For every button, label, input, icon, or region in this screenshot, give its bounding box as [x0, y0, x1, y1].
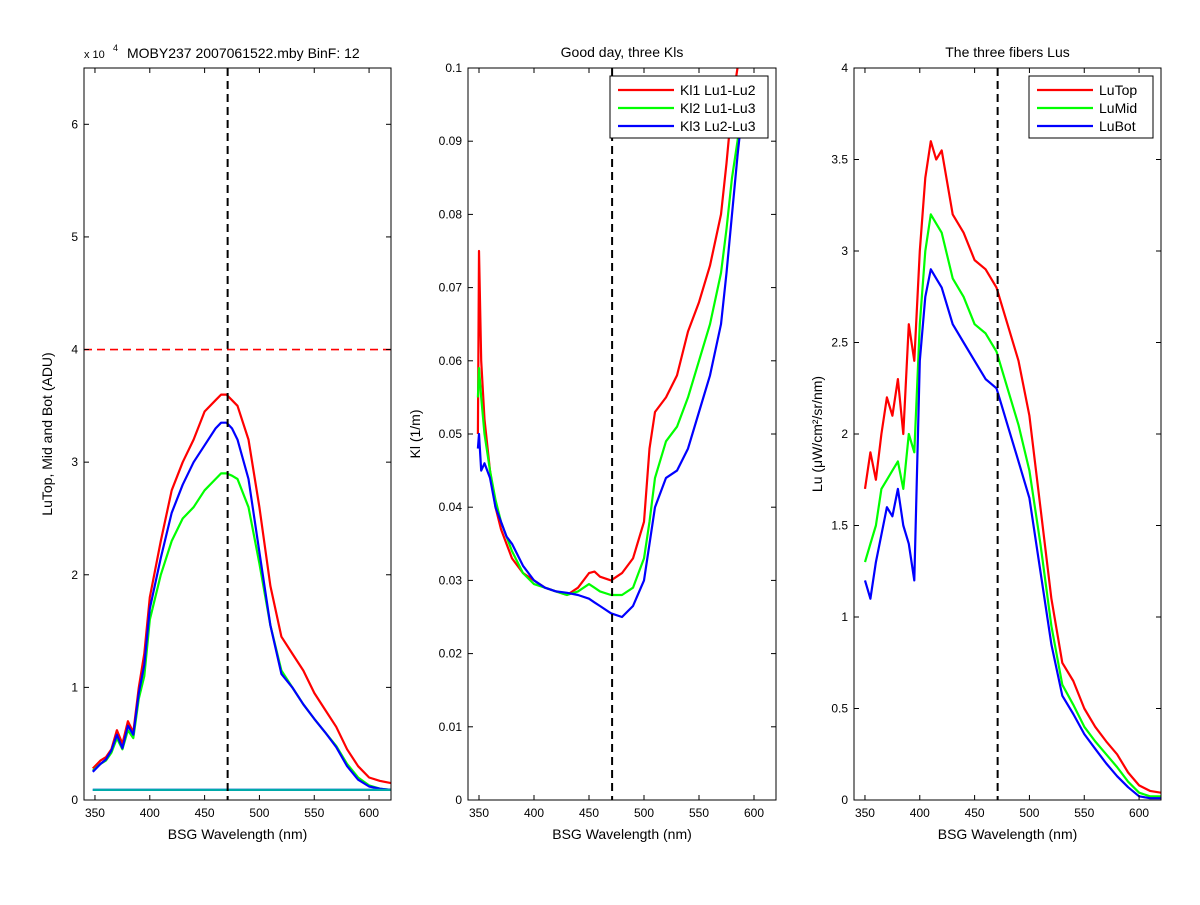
- y-tick-label: 3: [71, 455, 78, 469]
- series-line-3: [863, 268, 1161, 800]
- y-tick-label: 0: [841, 793, 848, 807]
- x-tick-label: 350: [469, 806, 489, 820]
- y-tick-label: 0.5: [831, 702, 848, 716]
- y-tick-label: 0.04: [439, 500, 463, 514]
- axis-multiplier-exponent: 4: [113, 43, 118, 53]
- chart-1: 350 400 450 500 550 600 0 1 2 3 4 5 6 BSG Wavelength …: [39, 43, 392, 842]
- legend-label: Kl1 Lu1-Lu2: [680, 82, 756, 98]
- y-tick-label: 0.05: [439, 427, 463, 441]
- x-tick-label: 600: [1129, 806, 1149, 820]
- y-tick-label: 0: [455, 793, 462, 807]
- y-tick-label: 0.07: [439, 281, 463, 295]
- x-axis-label: BSG Wavelength (nm): [168, 826, 308, 842]
- axes-frame: [83, 67, 392, 801]
- y-tick-label: 0.01: [439, 720, 463, 734]
- x-tick-label: 500: [634, 806, 654, 820]
- y-tick-label: 1.5: [831, 519, 848, 533]
- chart-3: 350 400 450 500 550 600 0 0.5 1 1.5 2 2.5 3 3.5 4 BSG W…: [809, 44, 1162, 842]
- x-tick-label: 500: [249, 806, 269, 820]
- y-tick-label: 0.02: [439, 647, 463, 661]
- series-line-1: [476, 68, 739, 597]
- x-tick-label: 350: [855, 806, 875, 820]
- x-tick-label: 400: [910, 806, 930, 820]
- y-tick-label: 4: [71, 343, 78, 357]
- y-tick-label: 1: [841, 610, 848, 624]
- x-tick-label: 450: [579, 806, 599, 820]
- x-tick-label: 500: [1019, 806, 1039, 820]
- legend-label: LuMid: [1099, 100, 1137, 116]
- x-tick-label: 400: [524, 806, 544, 820]
- y-tick-label: 2: [841, 427, 848, 441]
- y-tick-label: 0.06: [439, 354, 463, 368]
- y-axis-label: LuTop, Mid and Bot (ADU): [39, 352, 55, 515]
- chart-title: Good day, three Kls: [561, 44, 684, 60]
- y-tick-label: 5: [71, 230, 78, 244]
- series-line-1: [863, 140, 1161, 794]
- x-axis-label: BSG Wavelength (nm): [552, 826, 692, 842]
- legend-label: LuBot: [1099, 118, 1136, 134]
- y-tick-label: 3.5: [831, 153, 848, 167]
- x-tick-label: 600: [359, 806, 379, 820]
- series-group: [476, 68, 745, 800]
- x-tick-label: 450: [195, 806, 215, 820]
- plot-area: [854, 68, 1161, 800]
- y-tick-label: 0.03: [439, 573, 463, 587]
- plot-area: [84, 68, 391, 800]
- series-line-2: [863, 213, 1161, 798]
- chart-title: The three fibers Lus: [945, 44, 1070, 60]
- x-tick-label: 600: [744, 806, 764, 820]
- legend: LuTop LuMid LuBot: [1028, 75, 1154, 139]
- x-tick-label: 400: [140, 806, 160, 820]
- y-tick-label: 2.5: [831, 336, 848, 350]
- legend: Kl1 Lu1-Lu2 Kl2 Lu1-Lu3 Kl3 Lu2-Lu3: [609, 75, 769, 139]
- x-tick-label: 350: [85, 806, 105, 820]
- legend-label: Kl3 Lu2-Lu3: [680, 118, 756, 134]
- x-axis-label: BSG Wavelength (nm): [938, 826, 1078, 842]
- x-tick-label: 550: [304, 806, 324, 820]
- x-tick-label: 550: [1074, 806, 1094, 820]
- y-axis-label: Kl (1/m): [407, 410, 423, 459]
- y-axis-label: Lu (μW/cm²/sr/nm): [809, 376, 825, 492]
- y-tick-label: 0.09: [439, 134, 463, 148]
- series-line-3: [476, 104, 745, 619]
- axis-multiplier: x 10: [84, 49, 105, 61]
- x-tick-label: 450: [965, 806, 985, 820]
- x-tick-label: 550: [689, 806, 709, 820]
- legend-label: LuTop: [1099, 82, 1137, 98]
- series-line-3: [92, 421, 391, 791]
- series-group: [863, 68, 1161, 800]
- legend-label: Kl2 Lu1-Lu3: [680, 100, 756, 116]
- y-tick-label: 4: [841, 61, 848, 75]
- y-tick-label: 1: [71, 680, 78, 694]
- y-tick-label: 2: [71, 568, 78, 582]
- series-line-2: [476, 104, 745, 597]
- chart-2: 350 400 450 500 550 600 0 0.01 0.02 0.03 0.04 0.05 0…: [407, 44, 777, 842]
- y-tick-label: 0: [71, 793, 78, 807]
- series-group: [84, 68, 391, 800]
- y-tick-label: 0.08: [439, 207, 463, 221]
- y-tick-label: 6: [71, 117, 78, 131]
- y-tick-label: 3: [841, 244, 848, 258]
- plot-area: [468, 68, 776, 800]
- chart-title: MOBY237 2007061522.mby BinF: 12: [127, 45, 360, 61]
- y-tick-label: 0.1: [445, 61, 462, 75]
